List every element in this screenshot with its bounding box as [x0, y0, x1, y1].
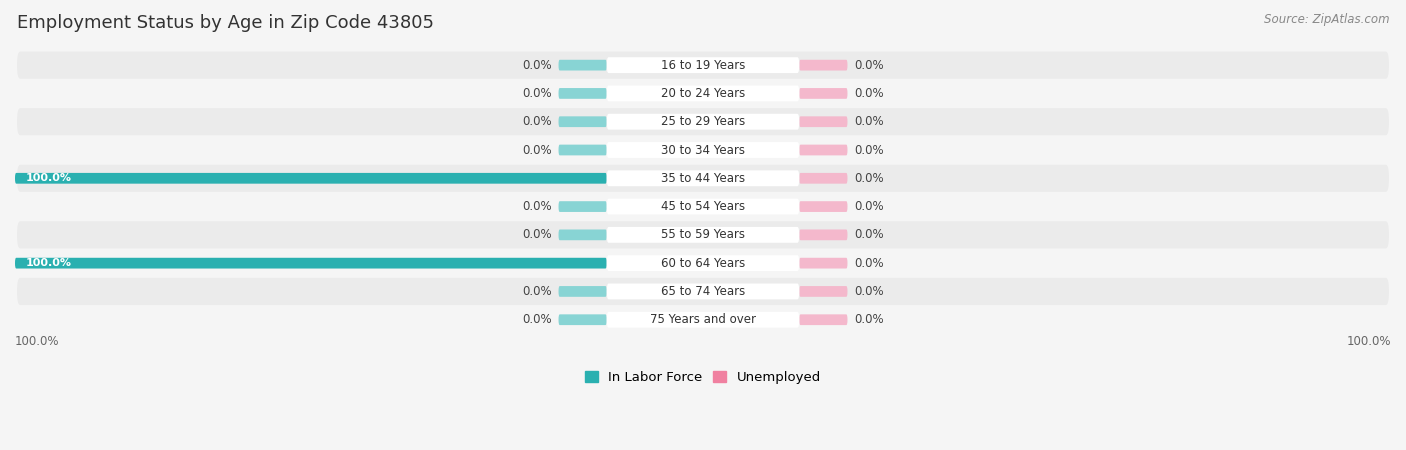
- FancyBboxPatch shape: [17, 136, 1389, 164]
- FancyBboxPatch shape: [606, 114, 800, 130]
- FancyBboxPatch shape: [800, 144, 848, 155]
- Text: 100.0%: 100.0%: [25, 258, 72, 268]
- Text: Employment Status by Age in Zip Code 43805: Employment Status by Age in Zip Code 438…: [17, 14, 434, 32]
- Text: 0.0%: 0.0%: [855, 172, 884, 185]
- Text: 0.0%: 0.0%: [855, 256, 884, 270]
- FancyBboxPatch shape: [800, 315, 848, 325]
- FancyBboxPatch shape: [17, 165, 1389, 192]
- FancyBboxPatch shape: [558, 201, 606, 212]
- Text: 16 to 19 Years: 16 to 19 Years: [661, 58, 745, 72]
- FancyBboxPatch shape: [800, 173, 848, 184]
- Text: 0.0%: 0.0%: [855, 87, 884, 100]
- FancyBboxPatch shape: [800, 117, 848, 127]
- Text: 0.0%: 0.0%: [855, 228, 884, 241]
- FancyBboxPatch shape: [17, 250, 1389, 277]
- FancyBboxPatch shape: [17, 306, 1389, 333]
- FancyBboxPatch shape: [558, 315, 606, 325]
- Text: 0.0%: 0.0%: [522, 144, 551, 157]
- Text: 0.0%: 0.0%: [855, 115, 884, 128]
- Text: 100.0%: 100.0%: [1347, 335, 1391, 348]
- FancyBboxPatch shape: [17, 278, 1389, 305]
- FancyBboxPatch shape: [800, 60, 848, 71]
- FancyBboxPatch shape: [606, 57, 800, 73]
- Text: 65 to 74 Years: 65 to 74 Years: [661, 285, 745, 298]
- FancyBboxPatch shape: [606, 312, 800, 328]
- FancyBboxPatch shape: [606, 198, 800, 215]
- FancyBboxPatch shape: [558, 88, 606, 99]
- FancyBboxPatch shape: [800, 230, 848, 240]
- Text: 0.0%: 0.0%: [855, 144, 884, 157]
- FancyBboxPatch shape: [17, 221, 1389, 248]
- FancyBboxPatch shape: [606, 142, 800, 158]
- Text: 0.0%: 0.0%: [522, 285, 551, 298]
- FancyBboxPatch shape: [800, 286, 848, 297]
- Text: 25 to 29 Years: 25 to 29 Years: [661, 115, 745, 128]
- Text: Source: ZipAtlas.com: Source: ZipAtlas.com: [1264, 14, 1389, 27]
- Text: 0.0%: 0.0%: [855, 58, 884, 72]
- Text: 0.0%: 0.0%: [522, 115, 551, 128]
- FancyBboxPatch shape: [17, 80, 1389, 107]
- Text: 55 to 59 Years: 55 to 59 Years: [661, 228, 745, 241]
- Text: 60 to 64 Years: 60 to 64 Years: [661, 256, 745, 270]
- FancyBboxPatch shape: [558, 230, 606, 240]
- Text: 100.0%: 100.0%: [25, 173, 72, 183]
- FancyBboxPatch shape: [800, 201, 848, 212]
- Text: 0.0%: 0.0%: [855, 285, 884, 298]
- Text: 45 to 54 Years: 45 to 54 Years: [661, 200, 745, 213]
- FancyBboxPatch shape: [558, 60, 606, 71]
- FancyBboxPatch shape: [606, 227, 800, 243]
- Text: 0.0%: 0.0%: [522, 228, 551, 241]
- FancyBboxPatch shape: [800, 88, 848, 99]
- FancyBboxPatch shape: [558, 144, 606, 155]
- Text: 20 to 24 Years: 20 to 24 Years: [661, 87, 745, 100]
- FancyBboxPatch shape: [15, 173, 606, 184]
- Text: 0.0%: 0.0%: [522, 200, 551, 213]
- FancyBboxPatch shape: [17, 193, 1389, 220]
- Text: 0.0%: 0.0%: [522, 313, 551, 326]
- FancyBboxPatch shape: [17, 52, 1389, 79]
- Text: 0.0%: 0.0%: [855, 313, 884, 326]
- FancyBboxPatch shape: [800, 258, 848, 269]
- FancyBboxPatch shape: [15, 258, 606, 269]
- Text: 0.0%: 0.0%: [855, 200, 884, 213]
- Text: 35 to 44 Years: 35 to 44 Years: [661, 172, 745, 185]
- Text: 75 Years and over: 75 Years and over: [650, 313, 756, 326]
- FancyBboxPatch shape: [606, 86, 800, 101]
- FancyBboxPatch shape: [558, 117, 606, 127]
- FancyBboxPatch shape: [606, 171, 800, 186]
- Text: 0.0%: 0.0%: [522, 58, 551, 72]
- FancyBboxPatch shape: [558, 286, 606, 297]
- FancyBboxPatch shape: [606, 255, 800, 271]
- Legend: In Labor Force, Unemployed: In Labor Force, Unemployed: [579, 366, 827, 390]
- FancyBboxPatch shape: [606, 284, 800, 299]
- Text: 30 to 34 Years: 30 to 34 Years: [661, 144, 745, 157]
- Text: 100.0%: 100.0%: [15, 335, 59, 348]
- Text: 0.0%: 0.0%: [522, 87, 551, 100]
- FancyBboxPatch shape: [17, 108, 1389, 135]
